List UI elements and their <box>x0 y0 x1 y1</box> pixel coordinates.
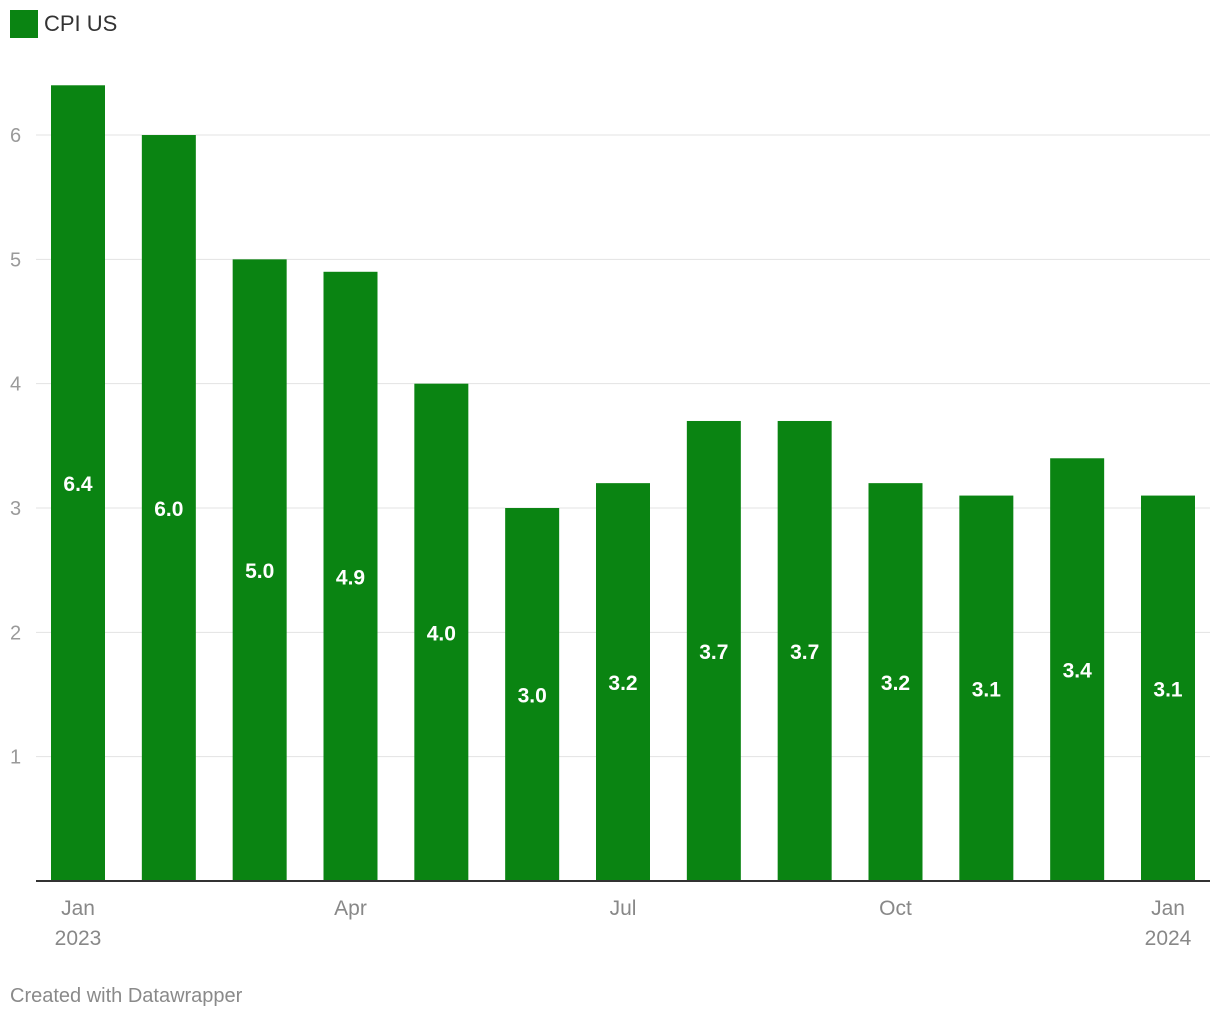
bar <box>1050 458 1105 881</box>
legend-label: CPI US <box>44 11 118 36</box>
bar <box>232 259 287 882</box>
legend-swatch <box>10 10 38 38</box>
bar <box>686 420 741 881</box>
bar-data-label: 6.4 <box>63 473 93 496</box>
bar <box>959 495 1014 881</box>
x-tick-label: Apr <box>334 897 367 920</box>
bar <box>596 483 650 881</box>
bar <box>414 383 469 881</box>
bar-data-label: 4.0 <box>427 622 456 645</box>
bar <box>51 85 105 881</box>
x-tick-label: Oct <box>879 897 912 920</box>
bar <box>323 271 378 882</box>
bar <box>141 135 196 881</box>
x-tick-year-label: 2023 <box>55 927 102 950</box>
bar <box>1141 495 1195 881</box>
y-tick-label: 1 <box>10 747 21 769</box>
x-tick-label: Jan <box>1151 897 1185 920</box>
y-axis-ticks: 1 2 3 4 5 6 <box>10 125 21 769</box>
y-tick-label: 6 <box>10 125 21 147</box>
y-tick-label: 3 <box>10 498 21 520</box>
x-tick-year-label: 2024 <box>1145 927 1192 950</box>
bar-data-label: 4.9 <box>336 566 365 589</box>
x-tick-label: Jul <box>610 897 637 920</box>
bar-data-label: 3.7 <box>790 641 819 664</box>
bars <box>51 85 1195 882</box>
y-tick-label: 5 <box>10 249 21 271</box>
legend: CPI US <box>10 10 117 38</box>
bar <box>505 508 560 881</box>
x-tick-label: Jan <box>61 897 95 920</box>
bar-data-label: 3.0 <box>518 685 547 708</box>
credit-text: Created with Datawrapper <box>10 985 243 1007</box>
bar-data-label: 3.1 <box>1153 678 1183 701</box>
bar-data-label: 3.1 <box>972 678 1002 701</box>
bar <box>868 483 923 881</box>
bar-data-label: 6.0 <box>154 498 183 521</box>
bar-data-label: 3.2 <box>608 672 637 695</box>
bar-data-label: 3.4 <box>1063 660 1093 683</box>
bar-data-label: 3.2 <box>881 672 910 695</box>
bar-data-label: 3.7 <box>699 641 728 664</box>
y-tick-label: 4 <box>10 374 21 396</box>
x-axis-ticks: Jan 2023 Apr Jul Oct Jan 2024 <box>55 897 1192 950</box>
y-tick-label: 2 <box>10 622 21 644</box>
bar-data-label: 5.0 <box>245 560 274 583</box>
bar <box>777 420 832 881</box>
bar-labels: 6.4 6.0 5.0 4.9 4.0 3.0 3.2 3.7 3.7 3.2 3.1 3.4 3.1 <box>63 473 1183 707</box>
